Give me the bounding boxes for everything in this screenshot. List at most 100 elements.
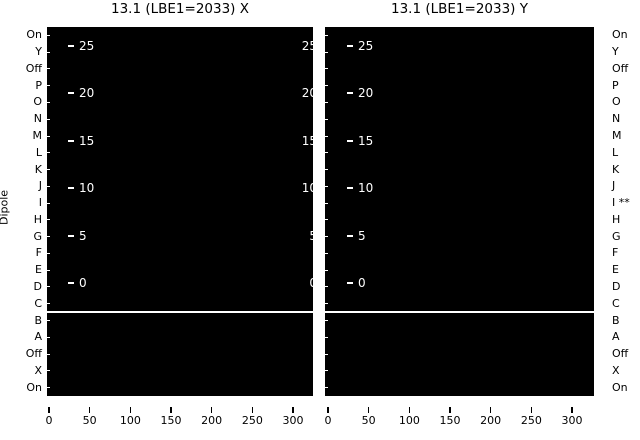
row-tick-mark	[325, 34, 328, 36]
inner-scale-value: 15	[79, 133, 95, 148]
row-tick-mark	[325, 118, 328, 120]
y-axis-label-left: G	[33, 229, 42, 243]
y-axis-label-left: O	[33, 95, 42, 109]
row-tick-mark	[47, 219, 50, 221]
tick-dash-icon	[347, 234, 353, 237]
x-tick-label: 50	[361, 414, 376, 427]
tick-dash-icon	[68, 187, 74, 189]
y-axis-label-left: A	[34, 330, 42, 344]
y-axis-label-right: X	[612, 363, 620, 377]
row-tick-mark	[47, 286, 50, 288]
y-axis-label-left: X	[34, 363, 42, 377]
y-axis-label-left: P	[35, 78, 42, 92]
inner-scale-tick-label: 0	[68, 276, 87, 290]
inner-scale-value: 0	[358, 276, 366, 290]
x-tick-mark	[489, 407, 492, 413]
y-axis-label-right: G	[612, 229, 621, 243]
inner-scale-tick-label: 10	[68, 181, 94, 195]
row-tick-mark	[325, 101, 328, 103]
inner-scale-tick-label: 20	[347, 86, 373, 100]
x-tick-mark	[449, 407, 451, 413]
y-axis-label-left: J	[38, 179, 42, 193]
y-axis-label-left: B	[34, 313, 42, 327]
tick-dash-icon	[68, 92, 74, 94]
x-tick-mark	[210, 407, 213, 413]
row-tick-mark	[325, 219, 328, 221]
x-tick-mark	[48, 407, 50, 413]
x-tick-label: 200	[201, 414, 223, 427]
tick-dash-icon	[347, 282, 353, 284]
y-axis-label-right: Y	[612, 45, 619, 59]
inner-scale-value: 20	[79, 86, 95, 100]
row-tick-mark	[325, 387, 328, 389]
row-tick-mark	[325, 236, 328, 238]
row-tick-mark	[47, 118, 50, 120]
row-tick-mark	[325, 370, 328, 372]
tick-dash-icon	[347, 44, 353, 47]
row-tick-mark	[325, 269, 328, 271]
row-tick-mark	[325, 135, 328, 137]
row-tick-mark	[325, 202, 328, 204]
y-axis-label-left: On	[26, 28, 42, 42]
y-axis-label-right: B	[612, 313, 620, 327]
x-tick-mark	[170, 407, 172, 413]
x-tick-label: 0	[324, 414, 332, 427]
inner-scale-value: 0	[79, 276, 87, 290]
row-tick-mark	[47, 34, 50, 36]
tick-dash-icon	[347, 92, 353, 94]
row-tick-mark	[325, 68, 328, 70]
y-axis-label-right: Off	[612, 347, 629, 361]
x-tick-label: 100	[119, 414, 141, 427]
tick-dash-icon	[347, 187, 353, 189]
y-axis-label-right: M	[612, 129, 622, 143]
inner-scale-value: 10	[79, 181, 95, 195]
y-axis-label-left: K	[34, 162, 42, 176]
inner-scale-value: 5	[358, 228, 366, 243]
inner-scale-tick-label: 15	[347, 134, 373, 148]
row-tick-mark	[325, 353, 328, 355]
row-tick-mark	[47, 101, 50, 103]
row-tick-mark	[325, 169, 328, 171]
y-axis-label-left: F	[35, 246, 42, 260]
row-tick-mark	[47, 169, 50, 171]
x-tick-label: 150	[160, 414, 182, 427]
tick-dash-icon	[68, 139, 74, 142]
y-axis-label-right: F	[612, 246, 619, 260]
right-edge-clipped-label: 15	[301, 133, 313, 148]
row-tick-mark	[47, 269, 50, 271]
right-edge-clipped-label: 25	[301, 38, 313, 53]
y-axis-label-left: Off	[25, 347, 42, 361]
inner-scale-tick-label: 20	[68, 86, 94, 100]
row-tick-mark	[47, 185, 50, 187]
inner-scale-tick-label: 5	[347, 229, 366, 243]
row-tick-mark	[47, 320, 50, 322]
row-tick-mark	[325, 85, 328, 87]
x-tick-mark	[88, 407, 91, 413]
separator-line	[47, 311, 313, 313]
row-tick-mark	[325, 320, 328, 322]
row-tick-mark	[47, 236, 50, 238]
right-edge-clipped-label: 10	[301, 181, 313, 195]
x-tick-label: 300	[561, 414, 583, 427]
x-tick-label: 50	[82, 414, 97, 427]
heatmap-panel-x: 25 20 15 10 5 0 25 20 15 10 5 0	[47, 27, 313, 396]
inner-scale-tick-label: 25	[347, 39, 373, 53]
y-axis-label-right: H	[612, 212, 621, 226]
y-axis-label-right: J	[612, 179, 616, 193]
tick-dash-icon	[68, 234, 74, 237]
x-tick-mark	[530, 407, 533, 413]
x-tick-label: 300	[282, 414, 304, 427]
right-edge-clipped-label: 20	[301, 86, 313, 100]
row-tick-mark	[47, 336, 50, 338]
row-tick-mark	[325, 336, 328, 338]
inner-scale-tick-label: 10	[347, 181, 373, 195]
x-tick-label: 200	[480, 414, 502, 427]
inner-scale-tick-label: 5	[68, 229, 87, 243]
row-tick-mark	[325, 303, 328, 305]
row-tick-mark	[47, 303, 50, 305]
y-axis-label-left: H	[33, 212, 42, 226]
y-axis-label-left: On	[26, 380, 42, 394]
x-tick-label: 100	[398, 414, 420, 427]
inner-scale-tick-label: 25	[68, 39, 94, 53]
